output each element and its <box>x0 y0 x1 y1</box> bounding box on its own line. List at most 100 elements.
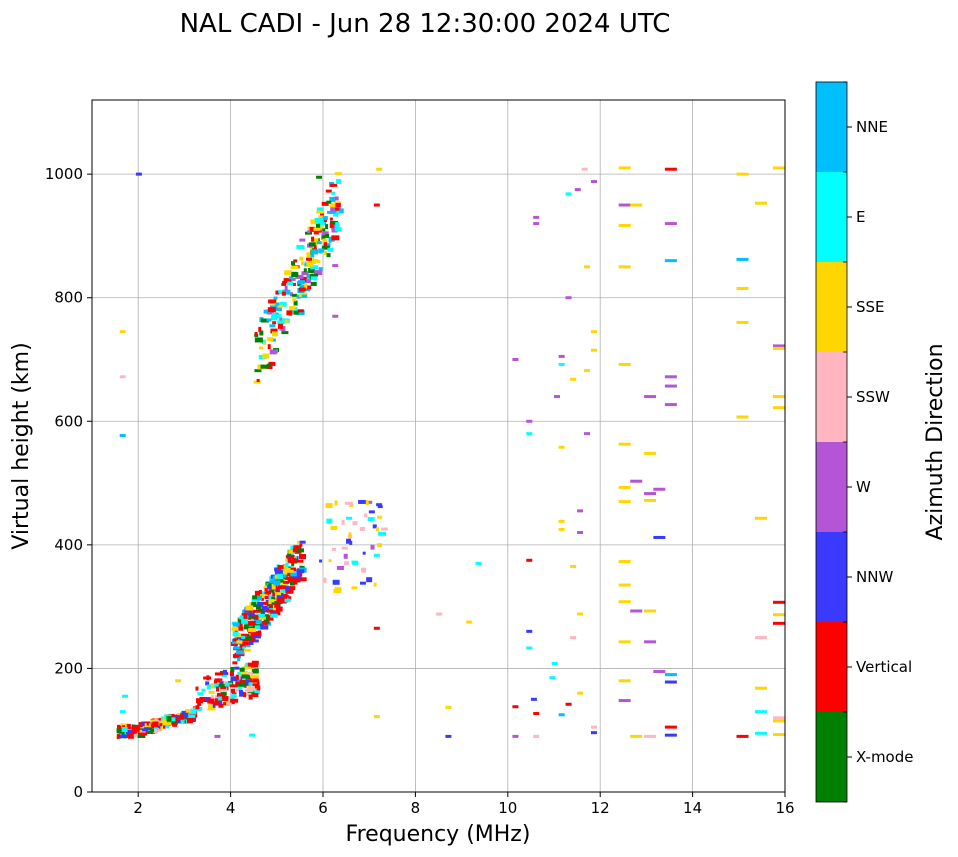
cluster-point <box>217 678 221 683</box>
cluster-point <box>181 710 186 715</box>
cluster-point <box>258 326 262 332</box>
x-tick-label: 2 <box>133 799 143 817</box>
cluster-point <box>273 580 281 586</box>
cluster-point <box>290 567 297 572</box>
cluster-point <box>296 245 305 250</box>
cluster-point <box>141 722 145 727</box>
cluster-point <box>299 280 303 285</box>
cluster-point <box>280 569 288 575</box>
data-point <box>630 734 643 738</box>
data-point <box>214 734 221 738</box>
cluster-point <box>309 226 315 232</box>
cluster-point <box>153 727 158 731</box>
data-point <box>590 180 597 184</box>
cluster-point <box>282 280 287 285</box>
data-point <box>736 172 749 176</box>
data-point <box>664 673 677 677</box>
cluster-point <box>316 210 325 214</box>
cluster-point <box>186 718 193 724</box>
colorbar-tick-label: X-mode <box>856 748 913 766</box>
cluster-point <box>344 501 353 505</box>
cluster-point <box>299 542 303 547</box>
cluster-point <box>197 692 204 696</box>
cluster-point <box>293 259 298 263</box>
cluster-point <box>283 278 292 284</box>
cluster-point <box>364 513 368 518</box>
cluster-point <box>222 669 227 675</box>
cluster-point <box>269 589 275 593</box>
data-point <box>554 395 560 399</box>
cluster-point <box>275 307 282 312</box>
cluster-point <box>310 265 319 270</box>
cluster-point <box>280 588 289 593</box>
cluster-point <box>250 674 259 679</box>
cluster-point <box>377 505 383 509</box>
cluster-point <box>282 598 291 602</box>
data-point <box>373 626 380 630</box>
cluster-point <box>293 300 298 306</box>
cluster-point <box>282 289 291 295</box>
cluster-point <box>243 648 251 652</box>
data-point <box>558 445 565 449</box>
data-point <box>773 346 785 350</box>
cluster-point <box>282 595 288 601</box>
cluster-point <box>241 618 249 624</box>
cluster-point <box>200 697 209 702</box>
cluster-point <box>296 310 305 316</box>
cluster-point <box>252 631 260 637</box>
data-point <box>565 296 572 300</box>
data-point <box>565 192 572 196</box>
cluster-point <box>331 191 336 195</box>
cluster-point <box>321 245 330 250</box>
chart-title: NAL CADI - Jun 28 12:30:00 2024 UTC <box>180 9 671 39</box>
cluster-point <box>269 324 276 328</box>
data-point <box>618 203 631 207</box>
cluster-point <box>299 540 306 544</box>
data-point <box>558 519 565 523</box>
cluster-point <box>265 590 271 595</box>
cluster-point <box>150 719 157 723</box>
data-point <box>119 433 126 437</box>
cluster-point <box>299 565 305 569</box>
cluster-point <box>308 267 316 273</box>
data-point <box>644 395 657 399</box>
data-point <box>249 733 256 737</box>
cluster-point <box>320 224 324 230</box>
data-point <box>736 415 749 419</box>
cluster-point <box>251 668 259 674</box>
cluster-point <box>206 684 211 690</box>
cluster-point <box>330 220 339 225</box>
data-point <box>664 222 677 226</box>
data-point <box>558 354 565 358</box>
cluster-point <box>273 588 279 593</box>
cluster-point <box>164 722 172 726</box>
x-tick-label: 16 <box>775 799 794 817</box>
cluster-point <box>283 574 287 578</box>
cluster-point <box>241 641 249 646</box>
cluster-point <box>287 578 295 582</box>
cluster-point <box>298 294 302 298</box>
x-tick-label: 6 <box>318 799 328 817</box>
cluster-point <box>260 624 269 630</box>
cluster-point <box>211 683 215 689</box>
data-point <box>359 581 366 585</box>
cluster-point <box>131 724 140 730</box>
cluster-point <box>296 559 304 563</box>
cluster-point <box>300 294 308 298</box>
x-axis-ticks: 2 4 6 8 10 12 14 16 <box>133 792 795 817</box>
cluster-point <box>236 640 243 644</box>
cluster-point <box>318 215 325 220</box>
cluster-point <box>375 527 379 532</box>
cluster-point <box>149 728 154 733</box>
cluster-point <box>116 728 125 734</box>
cluster-point <box>327 247 334 252</box>
data-point <box>754 731 767 735</box>
data-point <box>618 560 631 564</box>
cluster-point <box>258 589 262 595</box>
cluster-point <box>274 603 281 608</box>
data-point <box>551 661 558 665</box>
cluster-point <box>219 681 223 687</box>
cluster-point <box>328 559 332 563</box>
cluster-point <box>316 241 322 245</box>
data-point <box>512 358 519 361</box>
